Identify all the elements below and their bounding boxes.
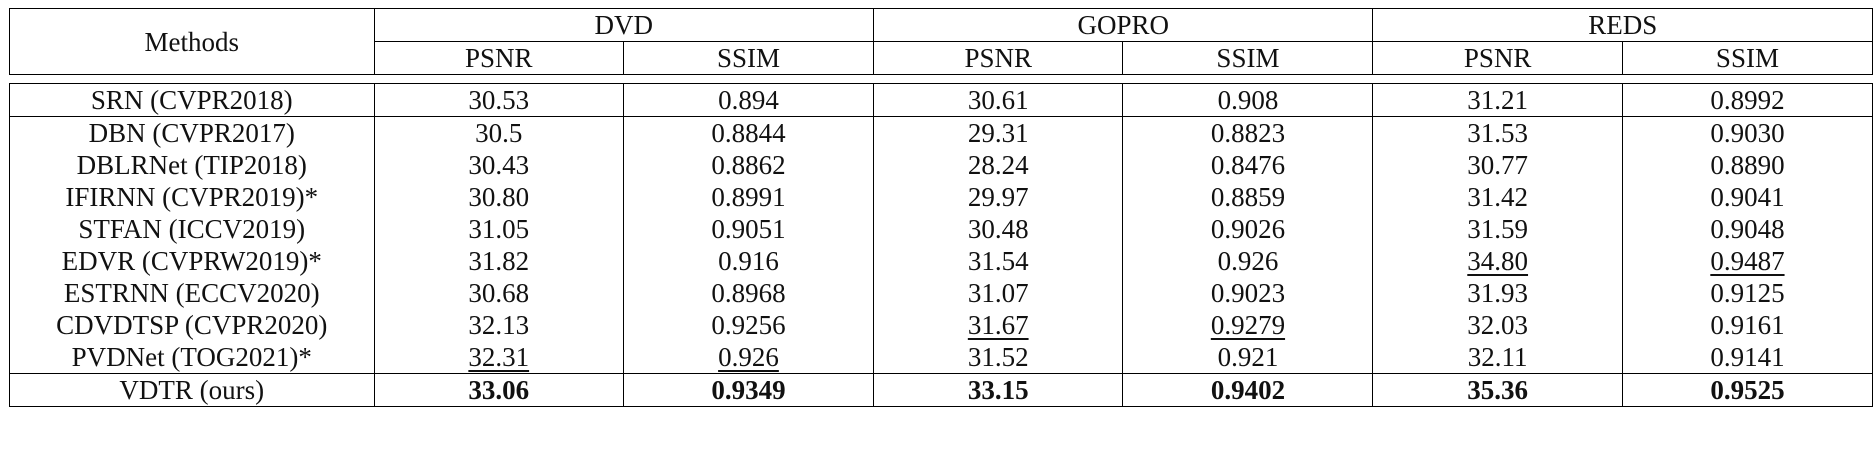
metric-value: 0.9161: [1621, 309, 1873, 341]
metric-header: SSIM: [1122, 41, 1374, 75]
table-row: DBLRNet (TIP2018) 30.43 0.8862 28.24 0.8476 3…: [9, 149, 1873, 181]
metric-value: 0.9141: [1621, 341, 1873, 374]
table-row: IFIRNN (CVPR2019)* 30.80 0.8991 29.97 0.8859…: [9, 181, 1873, 213]
method-name: SRN (CVPR2018): [9, 83, 375, 117]
metric-value: 31.07: [872, 277, 1124, 309]
table-row: ESTRNN (ECCV2020) 30.68 0.8968 31.07 0.9023 3…: [9, 277, 1873, 309]
method-name: CDVDTSP (CVPR2020): [9, 309, 375, 341]
metric-value: 31.59: [1372, 213, 1623, 245]
metric-value: 31.67: [872, 309, 1124, 341]
metric-header: PSNR: [373, 41, 624, 75]
metric-value: 30.48: [872, 213, 1124, 245]
metric-value: 0.921: [1122, 341, 1374, 374]
metric-value: 31.05: [373, 213, 624, 245]
metric-value: 0.9487: [1621, 245, 1873, 277]
metric-value: 31.53: [1372, 116, 1623, 149]
metric-value: 31.54: [872, 245, 1124, 277]
metric-value: 29.31: [872, 116, 1124, 149]
results-table-container: Methods DVD GOPRO REDS PSNR SSIM PSNR SS…: [9, 8, 1873, 407]
method-name: VDTR (ours): [9, 373, 375, 407]
metric-value: 0.926: [1122, 245, 1374, 277]
metric-value: 0.8968: [622, 277, 875, 309]
metric-value: 30.43: [373, 149, 624, 181]
metric-value: 0.894: [622, 83, 875, 117]
metric-value: 34.80: [1372, 245, 1623, 277]
table-row: VDTR (ours) 33.06 0.9349 33.15 0.9402 35.36 0.…: [9, 373, 1873, 407]
group-header-reds: REDS: [1372, 8, 1873, 42]
metric-value: 0.908: [1122, 83, 1374, 117]
table-row: PVDNet (TOG2021)* 32.31 0.926 31.52 0.921 32.…: [9, 341, 1873, 374]
metric-value: 31.93: [1372, 277, 1623, 309]
metric-value: 0.8823: [1122, 116, 1374, 149]
metric-value: 30.5: [373, 116, 624, 149]
metric-value: 0.9525: [1621, 373, 1873, 407]
metric-value: 0.8992: [1621, 83, 1873, 117]
metric-value: 29.97: [872, 181, 1124, 213]
methods-header: Methods: [9, 8, 375, 75]
method-name: DBN (CVPR2017): [9, 116, 375, 149]
metric-value: 30.53: [373, 83, 624, 117]
metric-value: 31.21: [1372, 83, 1623, 117]
metric-value: 0.9256: [622, 309, 875, 341]
metric-header: SSIM: [622, 41, 875, 75]
table-row: SRN (CVPR2018) 30.53 0.894 30.61 0.908 31.21 0…: [9, 83, 1873, 117]
metric-value: 0.8890: [1621, 149, 1873, 181]
metric-value: 32.11: [1372, 341, 1623, 374]
metric-value: 33.06: [373, 373, 624, 407]
metric-value: 30.61: [872, 83, 1124, 117]
table-row: DBN (CVPR2017) 30.5 0.8844 29.31 0.8823 31.53…: [9, 116, 1873, 149]
metric-value: 0.926: [622, 341, 875, 374]
metric-value: 0.9125: [1621, 277, 1873, 309]
metric-value: 32.03: [1372, 309, 1623, 341]
metric-header: SSIM: [1621, 41, 1873, 75]
metric-value: 31.52: [872, 341, 1124, 374]
method-name: STFAN (ICCV2019): [9, 213, 375, 245]
metric-value: 32.13: [373, 309, 624, 341]
metric-value: 0.9349: [622, 373, 875, 407]
metric-header: PSNR: [1372, 41, 1623, 75]
method-name: PVDNet (TOG2021)*: [9, 341, 375, 374]
table-row: EDVR (CVPRW2019)* 31.82 0.916 31.54 0.926 34.…: [9, 245, 1873, 277]
table-row: CDVDTSP (CVPR2020) 32.13 0.9256 31.67 0.9279…: [9, 309, 1873, 341]
results-table: Methods DVD GOPRO REDS PSNR SSIM PSNR SS…: [9, 8, 1873, 407]
method-name: ESTRNN (ECCV2020): [9, 277, 375, 309]
metric-value: 0.9048: [1621, 213, 1873, 245]
metric-value: 30.77: [1372, 149, 1623, 181]
metric-value: 32.31: [373, 341, 624, 374]
metric-value: 0.9023: [1122, 277, 1374, 309]
metric-value: 0.9051: [622, 213, 875, 245]
metric-value: 0.9026: [1122, 213, 1374, 245]
metric-value: 0.9030: [1621, 116, 1873, 149]
metric-value: 0.8476: [1122, 149, 1374, 181]
header-gap: [10, 75, 1873, 84]
group-header-dvd: DVD: [373, 8, 875, 42]
metric-value: 0.9402: [1122, 373, 1374, 407]
metric-value: 0.8991: [622, 181, 875, 213]
metric-value: 0.9041: [1621, 181, 1873, 213]
metric-value: 30.80: [373, 181, 624, 213]
metric-value: 33.15: [872, 373, 1124, 407]
metric-value: 0.8844: [622, 116, 875, 149]
metric-value: 35.36: [1372, 373, 1623, 407]
method-name: IFIRNN (CVPR2019)*: [9, 181, 375, 213]
metric-value: 0.916: [622, 245, 875, 277]
method-name: EDVR (CVPRW2019)*: [9, 245, 375, 277]
metric-value: 0.8859: [1122, 181, 1374, 213]
metric-value: 31.42: [1372, 181, 1623, 213]
metric-value: 28.24: [872, 149, 1124, 181]
metric-value: 31.82: [373, 245, 624, 277]
metric-value: 0.9279: [1122, 309, 1374, 341]
metric-value: 0.8862: [622, 149, 875, 181]
metric-value: 30.68: [373, 277, 624, 309]
group-header-gopro: GOPRO: [872, 8, 1374, 42]
method-name: DBLRNet (TIP2018): [9, 149, 375, 181]
metric-header: PSNR: [872, 41, 1124, 75]
table-row: STFAN (ICCV2019) 31.05 0.9051 30.48 0.9026 31…: [9, 213, 1873, 245]
